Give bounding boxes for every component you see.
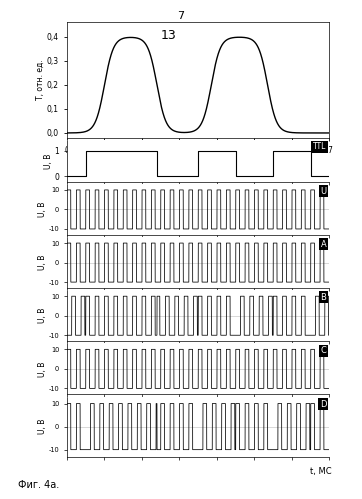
Text: D: D [320,400,326,409]
Text: TTL: TTL [313,142,326,151]
Y-axis label: T, отн. ед.: T, отн. ед. [36,60,45,100]
Y-axis label: U, B: U, B [38,202,47,217]
Text: B: B [320,293,326,302]
Y-axis label: U, B: U, B [38,255,47,270]
Text: A: A [320,240,326,249]
Text: 13: 13 [161,29,176,42]
Y-axis label: U, B: U, B [38,361,47,377]
Text: C: C [320,346,326,355]
Y-axis label: U, B: U, B [38,308,47,323]
Text: U: U [320,187,326,196]
Text: Фиг. 4а.: Фиг. 4а. [18,480,59,490]
Text: 7: 7 [177,11,185,21]
Y-axis label: U, B: U, B [38,419,47,434]
Y-axis label: U, B: U, B [44,153,53,169]
Text: t, МС: t, МС [311,468,332,477]
